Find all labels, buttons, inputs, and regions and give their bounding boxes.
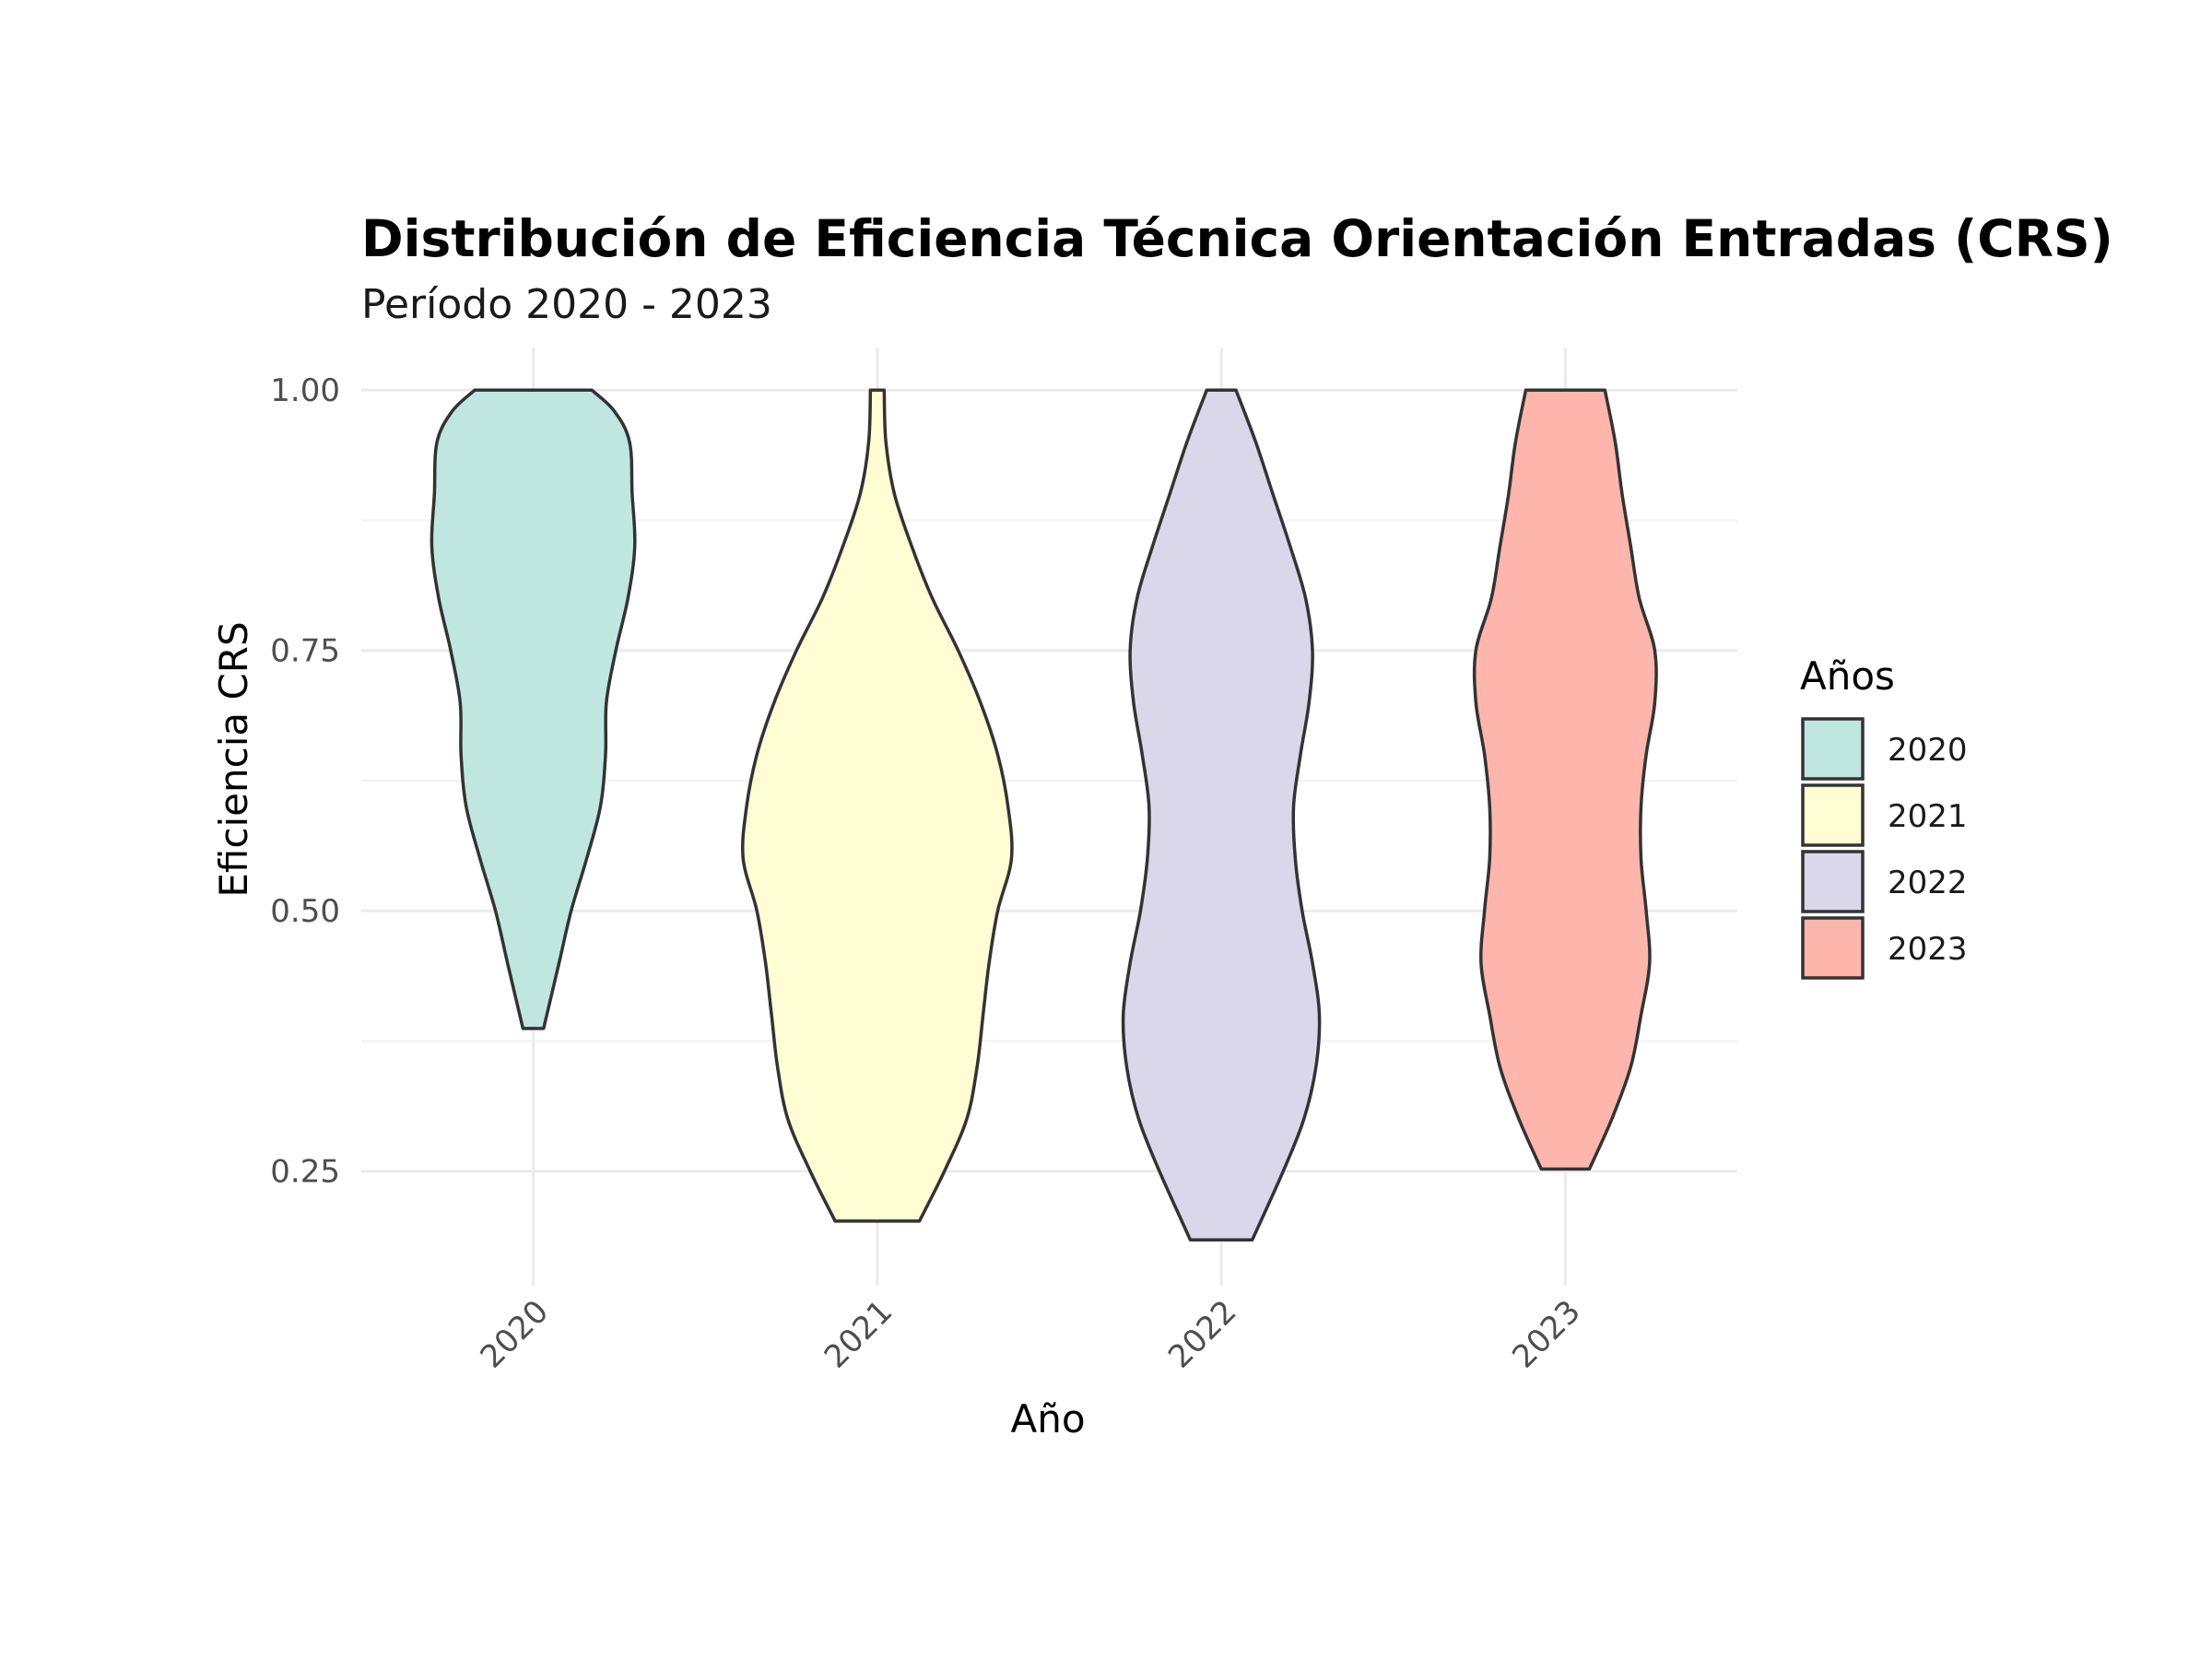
x-tick-label: 2021 [818, 1293, 900, 1375]
legend: Años 2020 2021 2022 2023 [1800, 653, 1968, 980]
legend-label-2023: 2023 [1888, 931, 1968, 968]
legend-title: Años [1800, 653, 1895, 699]
y-tick-label: 1.00 [270, 372, 340, 409]
legend-label-2021: 2021 [1888, 798, 1968, 835]
violins [429, 388, 1658, 1242]
chart-title: Distribución de Eficiencia Técnica Orien… [361, 209, 2113, 268]
legend-swatch-2021 [1801, 783, 1865, 847]
x-axis-title: Año [1010, 1396, 1085, 1441]
y-axis-title: Eficiencia CRS [211, 621, 256, 897]
violin-2020 [429, 388, 637, 1030]
legend-items: 2020 2021 2022 2023 [1801, 717, 1968, 980]
y-tick-label: 0.25 [270, 1154, 340, 1191]
legend-swatch-2023 [1801, 916, 1865, 980]
x-tick-label: 2020 [474, 1293, 556, 1375]
legend-label-2022: 2022 [1888, 865, 1968, 901]
chart-subtitle: Período 2020 - 2023 [361, 281, 772, 328]
x-axis-ticks: 2020 2021 2022 2023 [474, 1293, 1588, 1375]
violin-2023 [1472, 388, 1658, 1171]
violin-2021 [740, 388, 1014, 1223]
y-tick-label: 0.75 [270, 633, 340, 670]
y-axis-ticks: 0.25 0.50 0.75 1.00 [270, 372, 340, 1190]
x-tick-label: 2023 [1505, 1293, 1587, 1375]
y-tick-label: 0.50 [270, 893, 340, 930]
x-tick-label: 2022 [1161, 1293, 1243, 1375]
violin-2022 [1121, 388, 1322, 1242]
legend-swatch-2022 [1801, 850, 1865, 913]
legend-label-2020: 2020 [1888, 732, 1968, 769]
legend-swatch-2020 [1801, 717, 1865, 781]
